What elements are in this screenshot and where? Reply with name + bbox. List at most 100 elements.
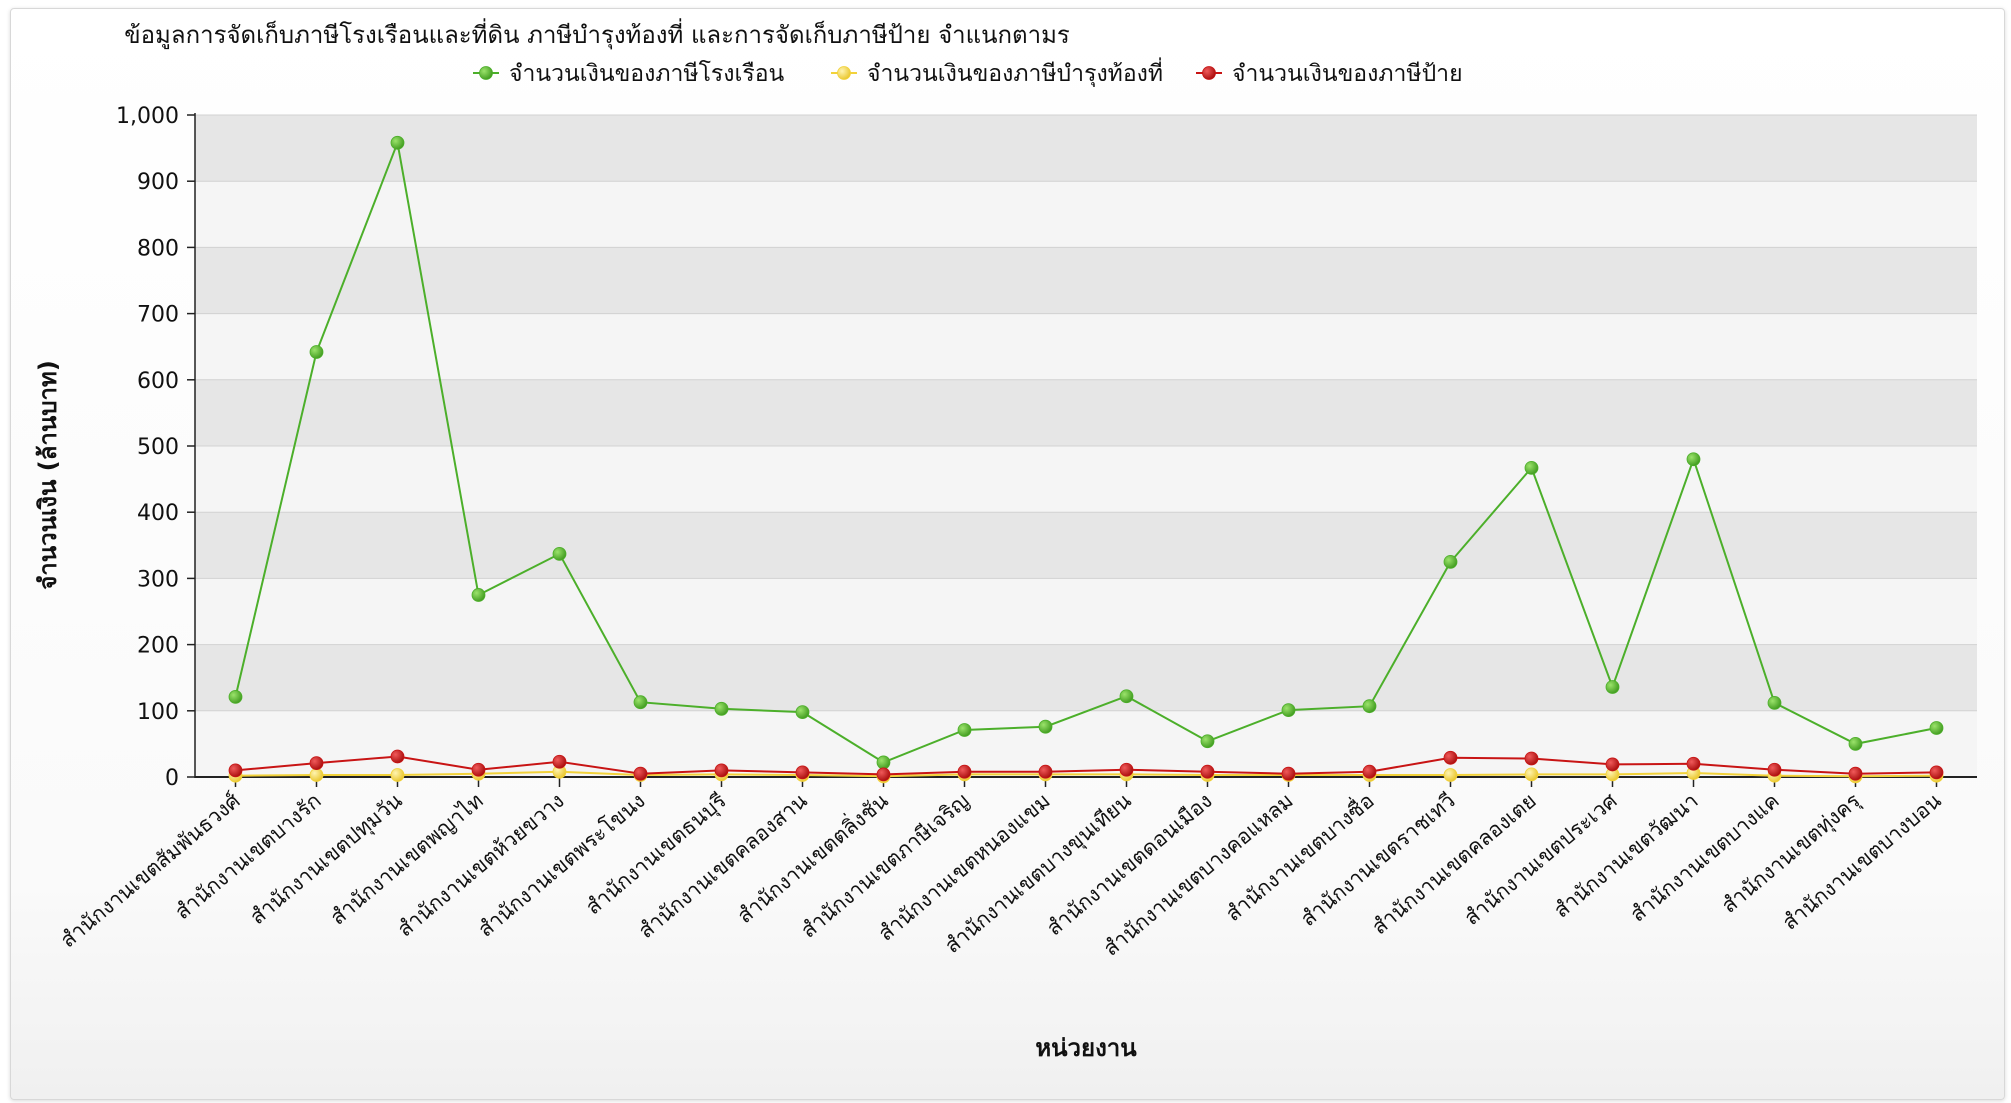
legend-item[interactable]: จำนวนเงินของภาษีโรงเรือน <box>473 60 785 87</box>
data-point[interactable] <box>1281 703 1296 718</box>
y-tick-label: 900 <box>137 170 179 195</box>
data-point[interactable] <box>1119 689 1134 704</box>
x-axis-title: หน่วยงาน <box>1035 1034 1137 1062</box>
data-point[interactable] <box>1524 751 1539 766</box>
data-point[interactable] <box>1200 764 1215 779</box>
data-point[interactable] <box>471 762 486 777</box>
legend-marker <box>479 66 493 80</box>
x-tick-label: สำนักงานเขตบางแค <box>1626 788 1784 926</box>
plot-band <box>195 313 1977 380</box>
data-point[interactable] <box>1443 768 1458 782</box>
x-tick-label: สำนักงานเขตบางบอน <box>1778 788 1946 934</box>
y-tick-label: 400 <box>137 501 179 526</box>
data-point[interactable] <box>1767 695 1782 710</box>
data-point[interactable] <box>1767 762 1782 777</box>
y-tick-label: 800 <box>137 236 179 261</box>
chart-title: ข้อมูลการจัดเก็บภาษีโรงเรือนและที่ดิน ภา… <box>124 18 1070 50</box>
data-point[interactable] <box>1362 764 1377 779</box>
data-point[interactable] <box>1848 737 1863 751</box>
data-point[interactable] <box>1038 764 1053 779</box>
data-point[interactable] <box>714 763 729 778</box>
data-point[interactable] <box>714 701 729 716</box>
data-point[interactable] <box>633 766 648 781</box>
y-tick-label: 100 <box>137 700 179 725</box>
x-tick-label: สำนักงานเขตบางซื่อ <box>1219 786 1378 926</box>
data-point[interactable] <box>309 345 324 359</box>
data-point[interactable] <box>1362 699 1377 714</box>
plot-band <box>195 710 1977 777</box>
plot-band <box>195 115 1977 182</box>
data-point[interactable] <box>1605 680 1620 694</box>
data-point[interactable] <box>1605 757 1620 772</box>
x-tick-label: สำนักงานเขตปทุมวัน <box>245 788 407 930</box>
y-tick-label: 700 <box>137 303 179 328</box>
plot-band <box>195 512 1977 579</box>
data-series <box>228 135 1944 784</box>
data-point[interactable] <box>390 768 405 782</box>
legend-item[interactable]: จำนวนเงินของภาษีบำรุงท้องที่ <box>831 57 1163 87</box>
data-point[interactable] <box>1443 750 1458 765</box>
plot-band <box>195 181 1977 248</box>
x-tick-label: สำนักงานเขตทุ่งครุ <box>1717 788 1865 918</box>
chart-panel: 0 100 200 300 400 500 600 700 800 900 1,000 สำนักง… <box>10 8 2005 1100</box>
plot-band <box>195 578 1977 645</box>
data-point[interactable] <box>1281 766 1296 781</box>
series-2 <box>228 749 1944 782</box>
data-point[interactable] <box>228 689 243 704</box>
legend-label: จำนวนเงินของภาษีบำรุงท้องที่ <box>867 57 1163 87</box>
data-point[interactable] <box>552 547 567 561</box>
data-point[interactable] <box>471 588 486 602</box>
legend[interactable]: จำนวนเงินของภาษีโรงเรือน จำนวนเงินของภาษี… <box>473 57 1463 87</box>
plot-band <box>195 446 1977 513</box>
data-point[interactable] <box>957 723 972 737</box>
x-tick-label: สำนักงานเขตธนบุรี <box>581 788 731 920</box>
data-point[interactable] <box>309 768 324 782</box>
data-point[interactable] <box>633 695 648 710</box>
data-point[interactable] <box>1929 721 1944 735</box>
legend-marker <box>1202 66 1216 80</box>
legend-marker <box>837 66 851 80</box>
data-point[interactable] <box>390 749 405 764</box>
plot-band <box>195 644 1977 711</box>
data-point[interactable] <box>795 705 810 720</box>
legend-label: จำนวนเงินของภาษีป้าย <box>1232 61 1463 87</box>
x-tick-label: สำนักงานเขตบางรัก <box>170 788 325 924</box>
data-point[interactable] <box>1848 766 1863 781</box>
data-point[interactable] <box>795 765 810 780</box>
legend-label: จำนวนเงินของภาษีโรงเรือน <box>509 60 785 87</box>
data-point[interactable] <box>1200 734 1215 749</box>
plot-band <box>195 247 1977 314</box>
data-point[interactable] <box>1686 756 1701 771</box>
x-tick-label: สำนักงานเขตพญาไท <box>326 788 488 929</box>
data-point[interactable] <box>552 754 567 769</box>
data-point[interactable] <box>1524 460 1539 475</box>
x-tick-label: สำนักงานเขตวัฒนา <box>1549 788 1702 922</box>
data-point[interactable] <box>228 763 243 778</box>
series-line <box>234 139 1937 764</box>
data-point[interactable] <box>876 767 891 782</box>
y-axis-ticks: 0 100 200 300 400 500 600 700 800 900 1,000 <box>116 104 195 791</box>
data-point[interactable] <box>1686 452 1701 467</box>
y-tick-label: 1,000 <box>116 104 179 129</box>
data-point[interactable] <box>309 756 324 770</box>
data-point[interactable] <box>1038 719 1053 734</box>
series-line <box>235 755 1937 776</box>
y-tick-label: 300 <box>137 567 179 592</box>
y-tick-label: 200 <box>137 634 179 659</box>
legend-item[interactable]: จำนวนเงินของภาษีป้าย <box>1196 61 1463 87</box>
data-point[interactable] <box>1443 554 1458 569</box>
data-point[interactable] <box>1929 765 1944 780</box>
data-point[interactable] <box>957 764 972 779</box>
y-tick-label: 600 <box>137 369 179 394</box>
x-tick-label: สำนักงานเขตตลิ่งชัน <box>731 786 893 928</box>
data-point[interactable] <box>1524 767 1539 782</box>
y-tick-label: 0 <box>165 766 179 791</box>
x-tick-label: สำนักงานเขตประเวศ <box>1460 788 1623 930</box>
x-tick-label: สำนักงานเขตราชเทวี <box>1296 788 1460 931</box>
plot-background <box>195 115 1977 777</box>
data-point[interactable] <box>1119 762 1134 777</box>
data-point[interactable] <box>876 755 891 770</box>
data-point[interactable] <box>390 135 405 150</box>
y-axis-title: จำนวนเงิน (ล้านบาท) <box>34 360 62 590</box>
series-line <box>235 770 1937 778</box>
